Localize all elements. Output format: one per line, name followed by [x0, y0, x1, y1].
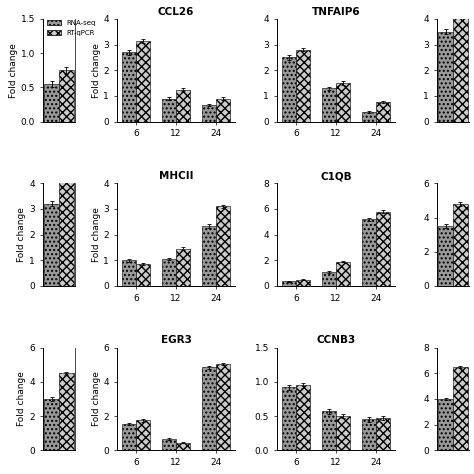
Bar [216, 364, 230, 450]
Bar [336, 416, 350, 450]
Bar [296, 50, 310, 122]
Bar [438, 32, 453, 122]
Title: CCNB3: CCNB3 [316, 336, 356, 346]
Bar [176, 249, 190, 286]
Bar [362, 219, 376, 286]
Bar [322, 411, 336, 450]
Bar [44, 84, 59, 122]
Bar [202, 367, 216, 450]
Bar [376, 418, 390, 450]
Bar [44, 204, 59, 286]
Bar [336, 262, 350, 286]
Bar [59, 374, 74, 450]
Bar [282, 282, 296, 286]
Bar [438, 226, 453, 286]
Bar [336, 83, 350, 122]
Title: TNFAIP6: TNFAIP6 [311, 7, 360, 17]
Bar [322, 272, 336, 286]
Bar [453, 204, 468, 286]
Bar [453, 367, 468, 450]
Y-axis label: Fold change: Fold change [18, 372, 27, 427]
Bar [176, 90, 190, 122]
Title: C1QB: C1QB [320, 171, 352, 181]
Bar [376, 211, 390, 286]
Bar [202, 226, 216, 286]
Bar [136, 41, 150, 122]
Bar [296, 280, 310, 286]
Bar [122, 260, 136, 286]
Bar [122, 424, 136, 450]
Bar [362, 112, 376, 122]
Bar [453, 6, 468, 122]
Bar [362, 419, 376, 450]
Legend: RNA-seq, RT-qPCR: RNA-seq, RT-qPCR [45, 17, 99, 38]
Bar [216, 206, 230, 286]
Bar [202, 105, 216, 122]
Bar [376, 102, 390, 122]
Bar [296, 385, 310, 450]
Y-axis label: Fold change: Fold change [91, 372, 100, 427]
Bar [136, 264, 150, 286]
Bar [162, 259, 176, 286]
Y-axis label: Fold change: Fold change [18, 207, 27, 262]
Bar [282, 387, 296, 450]
Y-axis label: Fold change: Fold change [91, 43, 100, 98]
Bar [282, 57, 296, 122]
Title: EGR3: EGR3 [161, 336, 191, 346]
Title: CCL26: CCL26 [158, 7, 194, 17]
Bar [162, 439, 176, 450]
Y-axis label: Fold change: Fold change [91, 207, 100, 262]
Bar [322, 88, 336, 122]
Title: MHCII: MHCII [159, 171, 193, 181]
Bar [216, 99, 230, 122]
Bar [59, 168, 74, 286]
Bar [122, 52, 136, 122]
Bar [136, 420, 150, 450]
Bar [59, 70, 74, 122]
Bar [44, 399, 59, 450]
Bar [162, 99, 176, 122]
Y-axis label: Fold change: Fold change [9, 43, 18, 98]
Bar [176, 443, 190, 450]
Bar [438, 399, 453, 450]
